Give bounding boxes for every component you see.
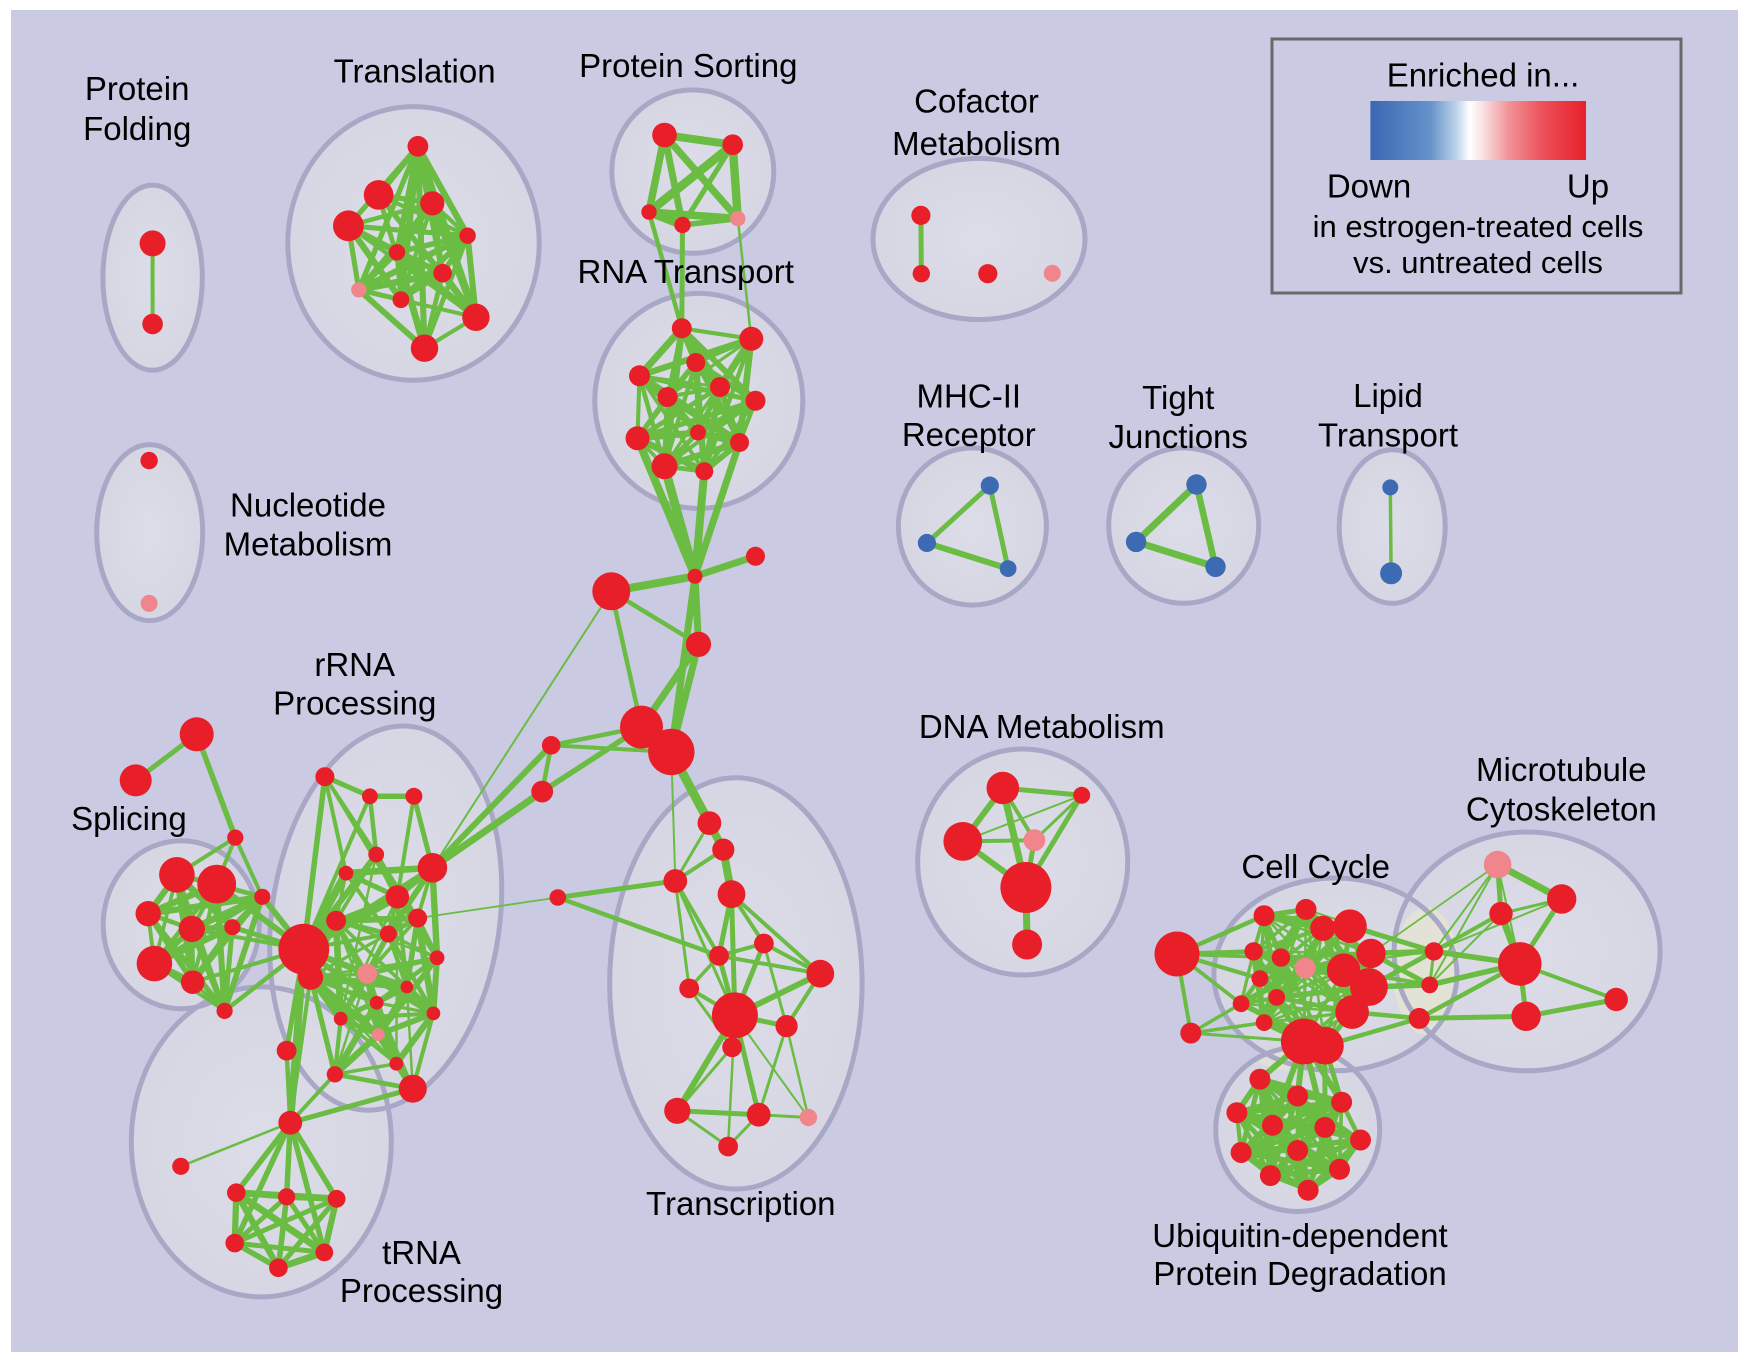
svg-text:vs. untreated cells: vs. untreated cells: [1353, 245, 1603, 280]
svg-text:Cofactor: Cofactor: [914, 83, 1039, 120]
svg-text:Splicing: Splicing: [71, 800, 187, 837]
svg-text:MHC-II: MHC-II: [917, 378, 1021, 415]
svg-text:Ubiquitin-dependent: Ubiquitin-dependent: [1152, 1217, 1447, 1254]
svg-text:Cytoskeleton: Cytoskeleton: [1466, 791, 1657, 828]
svg-text:rRNA: rRNA: [314, 646, 395, 683]
svg-text:Junctions: Junctions: [1108, 418, 1247, 455]
svg-text:Transport: Transport: [1318, 417, 1458, 454]
svg-text:Down: Down: [1327, 168, 1411, 205]
svg-text:Cell Cycle: Cell Cycle: [1241, 848, 1390, 885]
svg-text:Protein Sorting: Protein Sorting: [579, 47, 797, 84]
svg-text:Folding: Folding: [83, 110, 191, 147]
svg-text:Receptor: Receptor: [902, 416, 1036, 453]
svg-text:Transcription: Transcription: [646, 1185, 836, 1222]
svg-text:Nucleotide: Nucleotide: [230, 487, 386, 524]
svg-text:Microtubule: Microtubule: [1476, 751, 1647, 788]
svg-text:Processing: Processing: [340, 1272, 503, 1309]
svg-text:tRNA: tRNA: [382, 1234, 461, 1271]
svg-text:Up: Up: [1567, 168, 1609, 205]
svg-text:Enriched in...: Enriched in...: [1387, 57, 1580, 94]
svg-text:Protein: Protein: [85, 70, 190, 107]
svg-text:Lipid: Lipid: [1353, 377, 1423, 414]
svg-text:Metabolism: Metabolism: [224, 525, 393, 562]
svg-text:DNA Metabolism: DNA Metabolism: [919, 708, 1165, 745]
svg-text:in estrogen-treated cells: in estrogen-treated cells: [1313, 209, 1644, 244]
svg-text:Tight: Tight: [1142, 379, 1214, 416]
svg-text:RNA Transport: RNA Transport: [577, 253, 793, 290]
svg-text:Protein Degradation: Protein Degradation: [1153, 1255, 1447, 1292]
svg-text:Metabolism: Metabolism: [892, 125, 1061, 162]
svg-text:Translation: Translation: [334, 52, 496, 89]
svg-text:Processing: Processing: [273, 685, 436, 722]
